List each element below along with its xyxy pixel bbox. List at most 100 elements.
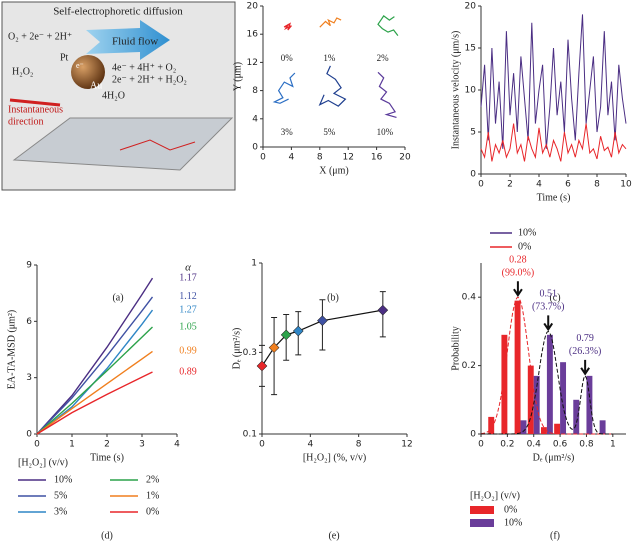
trace: [119, 139, 196, 151]
point: [317, 315, 328, 326]
series-line: [36, 309, 154, 435]
legend-label: 10%: [504, 517, 522, 528]
legend-swatch: [470, 506, 494, 514]
legend-label: 1%: [146, 490, 159, 501]
x-tick-label: 1: [610, 440, 616, 450]
point: [268, 342, 280, 353]
series-label: 2%: [377, 53, 390, 63]
legend-label: 0%: [518, 241, 531, 252]
annotation-arrow: [513, 281, 523, 298]
x-tick-label: 0.4: [527, 440, 542, 450]
diagram-label: Fluid flow: [112, 36, 158, 48]
point: [256, 360, 268, 372]
series-label: 0%: [281, 53, 294, 63]
panel-label: (d): [101, 530, 113, 541]
series-line: [480, 123, 627, 162]
legend-title: [H₂O₂] (v/v): [470, 490, 520, 501]
x-tick-label: 8: [317, 153, 323, 163]
diagram-label: H₂O₂: [12, 66, 33, 77]
legend-label: 10%: [54, 474, 72, 485]
series-line: [36, 296, 154, 435]
legend-label: 10%: [518, 227, 536, 238]
y-tick-label: 20: [247, 2, 259, 12]
point: [280, 329, 292, 341]
diagram-label: Au: [90, 80, 102, 91]
point: [292, 325, 304, 337]
y-tick-label: 20: [465, 2, 477, 12]
panel-label: (e): [328, 530, 339, 541]
diagram-label: direction: [8, 116, 44, 127]
annotation-share: (73.7%): [532, 302, 565, 313]
bar: [533, 375, 540, 434]
bar: [586, 375, 593, 434]
y-tick-label: 0.2: [462, 361, 476, 371]
diagram-title: Self-electrophoretic diffusion: [53, 6, 183, 18]
legend-label: 2%: [146, 474, 159, 485]
plate: [12, 117, 234, 171]
x-tick-label: 0.8: [579, 440, 594, 450]
series-line: [36, 277, 154, 435]
legend-label: 3%: [54, 506, 67, 517]
bar: [488, 416, 495, 434]
diagram-label: e⁻: [76, 61, 84, 70]
x-tick-label: 10: [620, 180, 632, 190]
alpha-label: 1.27: [179, 304, 197, 315]
bar: [573, 399, 580, 434]
y-axis-title: Y (μm): [232, 62, 243, 91]
alpha-label: 0.99: [179, 346, 197, 357]
y-tick-label: 15: [465, 44, 476, 54]
bar: [527, 365, 534, 434]
annotation-value: 0.79: [576, 333, 594, 344]
y-axis-title: Dₑ (μm²/s): [231, 328, 242, 370]
x-tick-label: 0: [478, 180, 484, 190]
error-bar: [271, 317, 278, 396]
diagram-label: 2e⁻ + 2H⁺ + H₂O₂: [112, 74, 187, 85]
series-label: 3%: [281, 127, 294, 137]
diagram-label: Pt: [60, 52, 69, 63]
direction-arrow: [9, 98, 61, 107]
alpha-label: 1.17: [179, 272, 197, 283]
x-tick-label: 4: [307, 440, 313, 450]
trajectory: [377, 71, 397, 118]
diagram-label: Instantaneous: [8, 104, 63, 115]
panel-label: (c): [549, 292, 560, 303]
bar: [554, 423, 561, 434]
x-tick-label: 0: [34, 440, 40, 450]
x-axis-title: Time (s): [90, 452, 124, 463]
trajectory: [272, 72, 296, 104]
x-tick-label: 4: [536, 180, 542, 190]
flow-arrow: [86, 20, 170, 60]
schematic: Self-electrophoretic diffusion O₂ + 2e⁻ …: [1, 1, 236, 191]
x-axis-title: Time (s): [537, 192, 571, 203]
y-tick-label: 0: [470, 430, 476, 440]
x-tick-label: 8: [356, 440, 362, 450]
bar: [546, 334, 553, 434]
y-tick-label: 1: [251, 259, 257, 269]
y-tick-label: 6: [26, 317, 32, 327]
panel-label: (b): [327, 292, 339, 303]
bar: [599, 420, 606, 434]
alpha-title: α: [185, 262, 191, 274]
series-line: [36, 326, 153, 435]
x-tick-label: 16: [371, 153, 383, 163]
legend-label: 5%: [54, 490, 67, 501]
y-tick-label: 0: [470, 170, 476, 180]
x-axis-title: Dₑ (μm²/s): [533, 452, 575, 463]
x-tick-label: 3: [139, 440, 145, 450]
x-axis-title: [H₂O₂] (%, v/v): [303, 452, 366, 463]
annotation-share: (99.0%): [502, 267, 535, 278]
x-tick-label: 0.6: [553, 440, 568, 450]
diagram-label: 4e⁻ + 4H⁺ + O₂: [112, 62, 176, 73]
x-tick-label: 12: [342, 153, 353, 163]
y-tick-label: 8: [252, 86, 258, 96]
x-tick-label: 4: [289, 153, 295, 163]
annotation-arrow: [580, 359, 590, 376]
trajectory: [377, 15, 399, 36]
annotation-value: 0.28: [509, 254, 527, 265]
diagram-label: 4H₂O: [102, 90, 125, 101]
y-tick-label: 10: [465, 86, 477, 96]
series-label: 5%: [323, 127, 336, 137]
series-label: 10%: [377, 127, 394, 137]
panel-label: (a): [112, 292, 123, 303]
x-tick-label: 8: [594, 180, 600, 190]
